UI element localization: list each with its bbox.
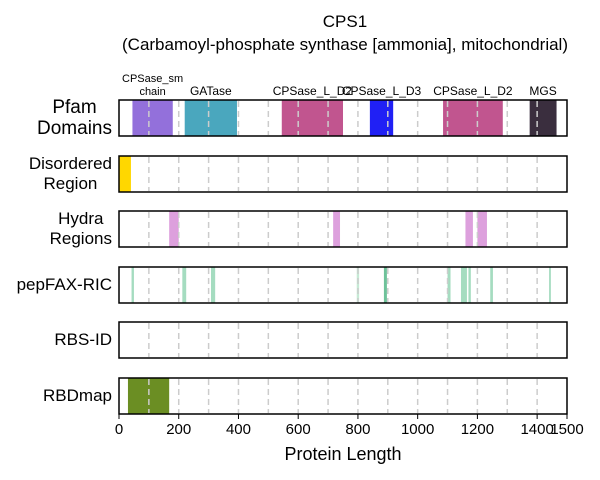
segment-2-3 [477, 211, 487, 247]
segment-0-2 [281, 100, 343, 136]
domain-label: CPSase_L_D2 [433, 84, 513, 98]
domain-label: GATase [190, 84, 232, 98]
domain-label: CPSase_L_D2 [273, 84, 353, 98]
track-label: Hydra Regions [49, 209, 112, 248]
segment-3-0 [131, 267, 134, 303]
segment-3-8 [490, 267, 493, 303]
track-label: RBDmap [43, 386, 112, 405]
domain-label: CPSase_L_D3 [342, 84, 422, 98]
segment-0-5 [529, 100, 557, 136]
x-tick-label: 800 [345, 421, 370, 438]
track-label: Disordered Region [28, 154, 112, 193]
segment-3-4 [383, 267, 387, 303]
chart-title: CPS1 [322, 12, 368, 31]
track-frame [118, 99, 568, 137]
x-tick-label: 0 [115, 421, 123, 438]
segment-3-3 [356, 267, 360, 303]
track-frame [118, 266, 568, 304]
domain-label: MGS [529, 84, 556, 98]
segment-0-0 [132, 100, 173, 136]
track-frame [118, 377, 568, 415]
track-frame [118, 210, 568, 248]
segment-3-1 [182, 267, 187, 303]
segment-3-2 [210, 267, 216, 303]
segment-3-6 [460, 267, 467, 303]
segment-2-2 [465, 211, 473, 247]
segment-2-0 [169, 211, 179, 247]
track-frame [118, 155, 568, 193]
segment-0-3 [369, 100, 394, 136]
segment-3-7 [468, 267, 471, 303]
x-tick-label: 600 [286, 421, 311, 438]
track-label: pepFAX-RIC [16, 275, 112, 294]
chart-subtitle: (Carbamoyl-phosphate synthase [ammonia],… [122, 35, 568, 54]
x-axis-label: Protein Length [284, 444, 402, 464]
x-tick-label: 1500 [550, 421, 583, 438]
segment-3-9 [549, 267, 551, 303]
x-tick-label: 1000 [401, 421, 434, 438]
x-tick-label: 1200 [461, 421, 494, 438]
track-frame [118, 321, 568, 359]
segment-3-5 [447, 267, 451, 303]
segment-0-1 [184, 100, 237, 136]
track-label: Pfam Domains [37, 97, 112, 139]
track-label: RBS-ID [54, 330, 112, 349]
segment-2-1 [333, 211, 341, 247]
x-tick-label: 200 [166, 421, 191, 438]
domain-label: CPSase_sm chain [122, 73, 183, 98]
segment-0-4 [443, 100, 503, 136]
x-tick-label: 400 [226, 421, 251, 438]
segment-1-0 [119, 156, 131, 192]
x-tick-label: 1400 [520, 421, 553, 438]
